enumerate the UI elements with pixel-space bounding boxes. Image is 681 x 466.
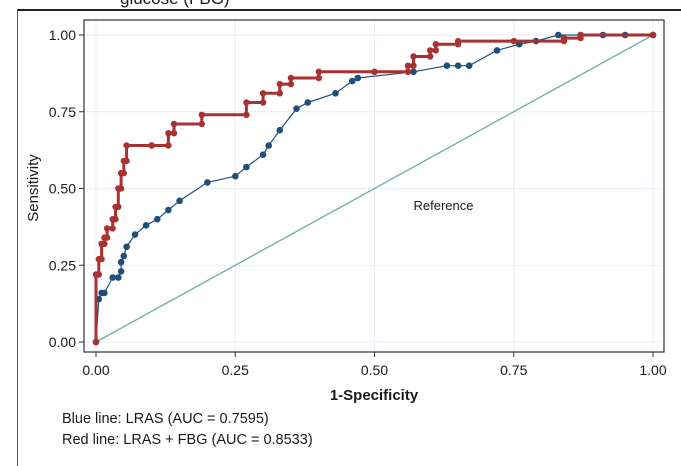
caption-lras: Blue line: LRAS (AUC = 0.7595) (62, 411, 269, 427)
data-point-lras-26 (410, 68, 417, 76)
roc-chart: 0.00 0.25 0.50 0.75 1.00 0.00 0.25 0.50 0.75 1.00… (25, 19, 667, 404)
data-point-lras_fbg-12 (112, 216, 119, 223)
y-tick-label-1: 0.25 (49, 257, 76, 273)
data-point-lras_fbg-4 (98, 255, 105, 263)
data-point-lras-29 (465, 62, 473, 69)
data-point-lras-15 (204, 179, 211, 186)
data-point-lras_fbg-2 (95, 271, 103, 278)
data-point-lras-30 (493, 47, 501, 54)
data-point-lras-24 (348, 77, 356, 85)
data-point-lras_fbg-47 (427, 47, 434, 54)
data-point-lras-33 (555, 31, 562, 39)
data-point-lras_fbg-9 (103, 225, 111, 232)
data-point-lras_fbg-45 (410, 53, 417, 60)
x-tick-label-3: 0.75 (500, 362, 527, 378)
data-point-lras-8 (120, 252, 128, 260)
data-point-lras_fbg-8 (103, 234, 111, 241)
data-point-lras_fbg-46 (427, 53, 434, 60)
data-point-lras-9 (123, 243, 130, 251)
y-tick-label-3: 0.75 (49, 104, 76, 120)
data-point-lras-18 (259, 151, 267, 158)
y-tick-label-2: 0.50 (49, 181, 76, 197)
data-point-lras_fbg-37 (287, 74, 295, 82)
data-point-lras_fbg-48 (432, 47, 439, 54)
data-point-lras_fbg-31 (243, 99, 250, 106)
data-point-lras_fbg-28 (198, 120, 205, 128)
figure-left-rule (17, 9, 18, 466)
data-point-lras_fbg-51 (454, 37, 462, 45)
data-point-lras-28 (454, 62, 462, 69)
data-point-lras-11 (142, 222, 150, 229)
x-tick-label-4: 1.00 (639, 362, 666, 378)
data-point-lras_fbg-10 (109, 225, 116, 232)
x-axis-title: 1-Specificity (330, 387, 419, 404)
tick-layer: 0.00 0.25 0.50 0.75 1.00 0.00 0.25 0.50 0.75 1.00 (49, 27, 667, 378)
y-tick-label-4: 1.00 (49, 27, 76, 43)
data-point-lras_fbg-32 (259, 99, 267, 106)
data-point-lras_fbg-53 (510, 37, 517, 45)
data-point-lras_fbg-26 (170, 130, 178, 137)
data-point-lras-17 (243, 163, 250, 171)
data-point-lras_fbg-44 (410, 62, 417, 69)
data-point-lras_fbg-38 (315, 74, 322, 82)
data-point-lras-14 (176, 197, 183, 205)
data-point-lras_fbg-25 (165, 130, 172, 137)
grid-layer (84, 20, 664, 352)
data-point-lras_fbg-36 (287, 80, 295, 88)
data-point-lras_fbg-24 (165, 142, 172, 149)
figure-title-fragment: glucose (FBG) (120, 0, 230, 9)
data-point-lras-3 (101, 289, 108, 297)
data-point-lras_fbg-57 (577, 31, 584, 39)
data-point-lras-7 (117, 258, 125, 266)
data-point-lras-25 (354, 74, 362, 82)
figure-top-rule (17, 9, 681, 11)
data-point-lras_fbg-34 (276, 90, 283, 97)
data-point-lras_fbg-16 (117, 185, 125, 192)
data-point-lras_fbg-43 (404, 62, 412, 69)
data-point-lras_fbg-29 (198, 111, 205, 119)
data-point-lras_fbg-0 (92, 338, 100, 346)
data-point-lras_fbg-39 (315, 68, 322, 76)
data-point-lras_fbg-30 (243, 111, 250, 119)
data-point-lras_fbg-41 (371, 68, 378, 76)
data-point-lras_fbg-49 (432, 41, 439, 48)
data-point-lras_fbg-14 (115, 203, 122, 211)
data-point-lras_fbg-33 (259, 90, 267, 97)
data-point-lras-23 (332, 90, 339, 97)
data-point-lras-20 (276, 126, 284, 134)
data-point-lras-5 (115, 274, 122, 281)
data-point-lras-27 (443, 62, 451, 69)
data-point-lras-16 (232, 172, 239, 180)
y-tick-label-0: 0.00 (49, 334, 76, 350)
x-tick-label-1: 0.25 (222, 362, 249, 378)
data-point-lras_fbg-58 (649, 31, 657, 39)
data-point-lras-21 (293, 105, 300, 112)
data-point-lras_fbg-21 (123, 142, 130, 149)
data-point-lras_fbg-18 (120, 169, 128, 177)
data-point-lras-19 (265, 142, 273, 149)
data-point-lras_fbg-20 (123, 157, 130, 165)
x-tick-label-2: 0.50 (361, 362, 388, 378)
x-tick-label-0: 0.00 (82, 362, 109, 378)
data-point-lras-4 (109, 274, 116, 281)
series-layer (92, 31, 657, 346)
y-axis-title: Sensitivity (25, 154, 42, 222)
data-point-lras_fbg-23 (148, 142, 155, 149)
data-point-lras-22 (304, 99, 312, 106)
data-point-lras_fbg-55 (560, 34, 568, 42)
data-point-lras-6 (117, 268, 125, 275)
series-line-reference (95, 34, 654, 343)
data-point-lras_fbg-27 (170, 120, 178, 128)
data-point-lras_fbg-6 (101, 240, 108, 247)
data-point-lras-13 (165, 206, 172, 214)
data-point-lras_fbg-42 (404, 68, 412, 76)
data-point-lras_fbg-35 (276, 80, 283, 88)
annotation-reference: Reference (413, 198, 473, 213)
caption-lras-fbg: Red line: LRAS + FBG (AUC = 0.8533) (62, 432, 313, 448)
data-point-lras-12 (154, 215, 161, 223)
data-point-lras-10 (131, 231, 139, 238)
